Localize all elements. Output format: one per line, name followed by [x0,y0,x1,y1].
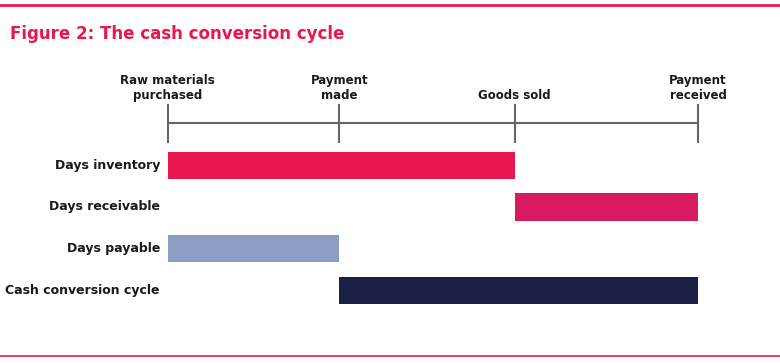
Text: Payment
received: Payment received [669,74,727,102]
Text: Payment
made: Payment made [310,74,368,102]
FancyBboxPatch shape [339,277,698,304]
Text: Raw materials
purchased: Raw materials purchased [120,74,215,102]
Text: Goods sold: Goods sold [478,89,551,102]
FancyBboxPatch shape [168,235,339,262]
Text: Days receivable: Days receivable [49,200,160,213]
FancyBboxPatch shape [515,193,698,220]
FancyBboxPatch shape [168,152,515,179]
Text: Figure 2: The cash conversion cycle: Figure 2: The cash conversion cycle [10,25,345,44]
Text: Cash conversion cycle: Cash conversion cycle [5,284,160,297]
Text: Days inventory: Days inventory [55,159,160,172]
Text: Days payable: Days payable [66,242,160,255]
